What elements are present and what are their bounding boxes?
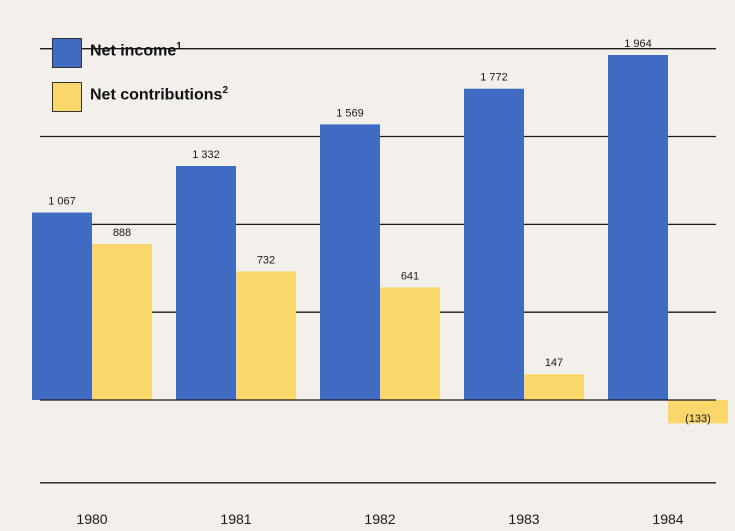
x-tick-label: 1982 [364, 511, 395, 527]
bar-net-contributions-1983 [524, 374, 584, 400]
bar-net-contributions-1982 [380, 287, 440, 400]
x-tick-label: 1981 [220, 511, 251, 527]
data-label: 147 [545, 357, 563, 369]
bar-net-income-1984 [608, 55, 668, 400]
bar-net-income-1982 [320, 124, 380, 400]
bar-net-contributions-1984 [668, 400, 728, 424]
legend-note-net-contributions: 2 [222, 85, 228, 96]
legend-label-net-income: Net income1 [90, 41, 182, 60]
data-label: 1 964 [624, 38, 652, 50]
x-tick-label: 1984 [652, 511, 683, 527]
legend-label-net-contributions: Net contributions2 [90, 85, 228, 104]
bar-net-contributions-1980 [92, 244, 152, 400]
legend-swatch-net-contributions [52, 82, 82, 112]
legend-item-net-contributions: Net contributions2 [52, 82, 228, 126]
bar-net-income-1980 [32, 212, 92, 400]
bar-net-contributions-1981 [236, 271, 296, 400]
data-label: 1 772 [480, 72, 508, 84]
bar-net-income-1981 [176, 166, 236, 400]
bar-net-income-1983 [464, 88, 524, 401]
legend-swatch-net-income [52, 38, 82, 68]
data-label: (133) [685, 413, 711, 425]
legend-note-net-income: 1 [176, 41, 182, 52]
data-label: 732 [257, 254, 275, 266]
data-label: 1 067 [48, 196, 76, 208]
data-label: 1 332 [192, 149, 220, 161]
data-label: 641 [401, 270, 419, 282]
legend-item-net-income: Net income1 [52, 38, 228, 82]
x-tick-label: 1980 [76, 511, 107, 527]
x-tick-label: 1983 [508, 511, 539, 527]
data-label: 888 [113, 227, 131, 239]
legend: Net income1 Net contributions2 [52, 38, 228, 126]
data-label: 1 569 [336, 107, 364, 119]
